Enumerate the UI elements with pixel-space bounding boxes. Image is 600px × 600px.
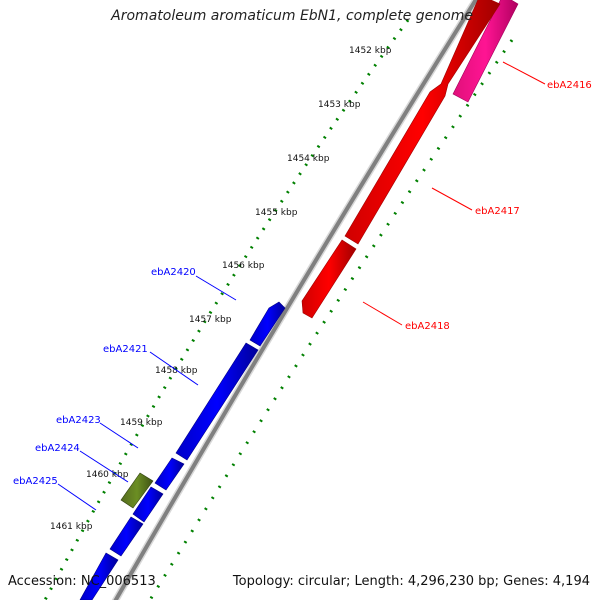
tick-label: 1455 kbp xyxy=(255,208,298,218)
gene-label[interactable]: ebA2418 xyxy=(405,321,450,332)
gene-ebA2424[interactable] xyxy=(120,472,154,509)
tick-label: 1452 kbp xyxy=(349,46,392,56)
gene-label[interactable]: ebA2425 xyxy=(13,476,58,487)
gene-label[interactable]: ebA2421 xyxy=(103,344,148,355)
gene-label[interactable]: ebA2416 xyxy=(547,80,592,91)
tick-label: 1456 kbp xyxy=(222,261,265,271)
tick-label: 1453 kbp xyxy=(318,100,361,110)
genome-backbone-core xyxy=(113,0,479,600)
label-leader xyxy=(195,275,237,301)
accession-text: Accession: NC_006513 xyxy=(8,574,156,589)
tick-label: 1461 kbp xyxy=(50,522,93,532)
label-leader xyxy=(149,351,199,386)
gene-ebA2417[interactable] xyxy=(344,0,501,245)
label-leader xyxy=(362,301,403,326)
label-leader xyxy=(502,61,546,85)
gene-label[interactable]: ebA2417 xyxy=(475,206,520,217)
gene-ebA2420[interactable] xyxy=(249,301,286,347)
gene-ebA2416[interactable] xyxy=(452,0,519,103)
label-leader xyxy=(431,187,473,211)
map-title: Aromatoleum aromaticum EbN1, complete ge… xyxy=(111,8,473,24)
gene-ebA2425[interactable] xyxy=(79,486,164,600)
gene-label[interactable]: ebA2423 xyxy=(56,415,101,426)
tick-label: 1458 kbp xyxy=(155,366,198,376)
tick-label: 1454 kbp xyxy=(287,154,330,164)
gene-ebA2418[interactable] xyxy=(301,239,357,319)
tick-label: 1459 kbp xyxy=(120,418,163,428)
gene-ebA2423[interactable] xyxy=(154,457,185,491)
topology-text: Topology: circular; Length: 4,296,230 bp… xyxy=(232,574,590,589)
label-leader xyxy=(79,450,129,483)
gene-label[interactable]: ebA2420 xyxy=(151,267,196,278)
label-leader xyxy=(99,422,139,449)
gene-label[interactable]: ebA2424 xyxy=(35,443,80,454)
tick-label: 1457 kbp xyxy=(189,315,232,325)
label-leader xyxy=(57,483,97,511)
gene-ebA2421[interactable] xyxy=(175,342,259,461)
tick-label: 1460 kbp xyxy=(86,470,129,480)
